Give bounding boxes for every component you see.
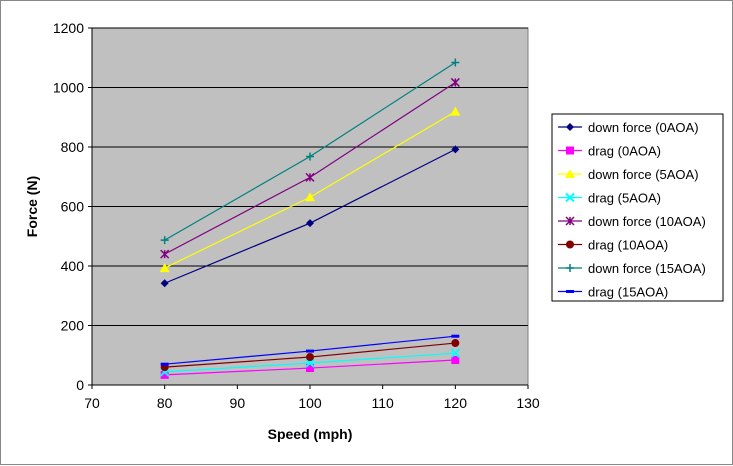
legend-label: drag (15AOA) [588,285,668,300]
series [160,58,460,245]
legend-label: drag (0AOA) [588,144,661,159]
series [160,339,460,372]
marker-triangle [159,263,170,273]
y-tick-label: 400 [61,258,85,274]
marker-circle [451,339,460,348]
marker-star [565,216,575,226]
marker-x [305,358,315,368]
series [160,77,460,259]
marker-star [160,249,170,259]
legend: down force (0AOA) drag (0AOA) down force (… [551,113,724,302]
marker-circle [566,240,574,249]
marker-star [450,77,460,87]
series [160,356,460,379]
marker-star [305,172,315,182]
marker-dash [451,334,460,338]
marker-triangle [305,192,315,202]
marker-circle [306,353,314,362]
series [160,145,460,288]
marker-plus [306,152,314,161]
x-tick-label: 70 [84,395,100,411]
marker-square [451,356,460,365]
series [160,334,460,366]
y-tick-label: 1200 [53,20,84,36]
x-tick-label: 110 [372,395,395,411]
marker-x [450,348,461,358]
legend-box [551,113,724,302]
marker-diamond [306,219,314,228]
x-tick-label: 80 [157,395,173,411]
marker-diamond [566,123,574,131]
marker-plus [451,58,460,67]
marker-triangle [450,106,461,116]
y-tick-label: 600 [61,199,85,215]
x-tick-label: 130 [516,395,540,411]
x-axis-label: Speed (mph) [268,426,353,442]
y-tick-label: 1000 [53,80,84,96]
y-tick-label: 0 [76,377,84,393]
marker-plus [160,236,169,245]
marker-diamond [451,145,460,154]
marker-square [306,364,314,373]
legend-label: down force (0AOA) [588,120,699,135]
marker-square [566,146,574,155]
x-tick-label: 100 [298,395,322,411]
y-axis-label: Force (N) [24,176,40,237]
marker-dash [160,362,169,366]
legend-label: down force (5AOA) [588,167,699,182]
y-tick-label: 800 [61,139,85,155]
legend-label: down force (15AOA) [588,261,706,276]
marker-x [565,192,575,203]
marker-dash [566,290,574,293]
marker-square [160,370,169,379]
marker-diamond [160,279,169,288]
x-tick-label: 120 [444,395,468,411]
series [159,106,461,273]
y-tick-label: 200 [61,318,85,334]
legend-label: drag (10AOA) [588,238,668,253]
legend-label: drag (5AOA) [588,191,661,206]
marker-triangle [565,169,575,178]
marker-dash [306,349,314,353]
legend-label: down force (10AOA) [588,214,706,229]
x-tick-label: 90 [230,395,246,411]
marker-plus [566,264,574,272]
